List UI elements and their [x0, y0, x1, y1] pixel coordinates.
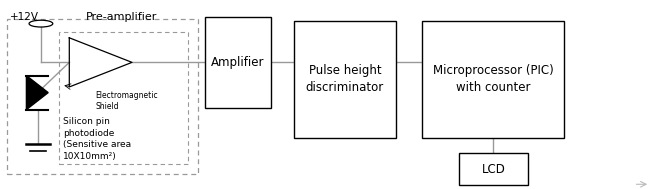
Text: Amplifier: Amplifier: [211, 56, 265, 69]
Text: Pulse height
discriminator: Pulse height discriminator: [306, 64, 384, 94]
Text: Silicon pin
photodiode
(Sensitive area
10X10mm²): Silicon pin photodiode (Sensitive area 1…: [63, 117, 131, 160]
FancyBboxPatch shape: [294, 21, 396, 138]
Text: +12V: +12V: [10, 12, 39, 22]
FancyBboxPatch shape: [205, 17, 271, 108]
Text: Microprocessor (PIC)
with counter: Microprocessor (PIC) with counter: [433, 64, 554, 94]
FancyBboxPatch shape: [422, 21, 564, 138]
Text: LCD: LCD: [481, 163, 506, 176]
Text: Pre-amplifier: Pre-amplifier: [86, 12, 157, 22]
FancyBboxPatch shape: [459, 153, 528, 185]
Text: Electromagnetic
Shield: Electromagnetic Shield: [96, 91, 158, 111]
Polygon shape: [26, 76, 48, 110]
